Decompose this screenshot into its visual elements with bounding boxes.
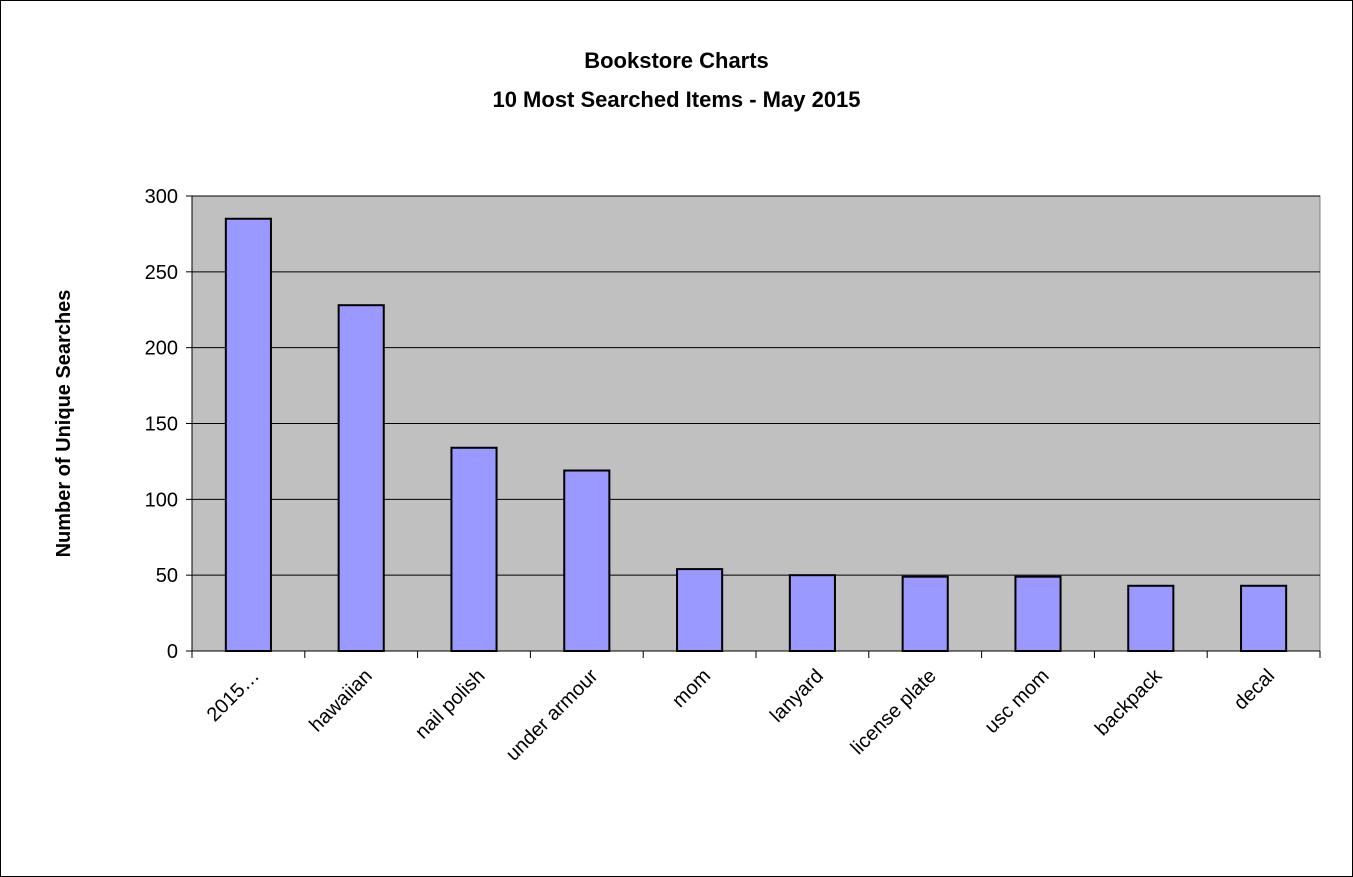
- x-tick-label: backpack: [1091, 664, 1167, 740]
- x-tick-label: nail polish: [411, 665, 489, 743]
- x-tick-label: 2015…: [203, 665, 264, 726]
- x-tick-label: decal: [1230, 665, 1279, 714]
- bar: [788, 574, 836, 653]
- y-tick-label: 300: [145, 186, 178, 208]
- bar: [676, 568, 724, 652]
- bar: [1240, 584, 1288, 652]
- y-tick-label: 200: [145, 338, 178, 360]
- bars: [224, 217, 1288, 653]
- x-tick-label: mom: [668, 665, 715, 712]
- bar: [450, 446, 498, 652]
- y-tick-label: 250: [145, 262, 178, 284]
- y-tick-label: 50: [156, 565, 178, 587]
- y-tick-label: 150: [145, 414, 178, 436]
- bar: [337, 304, 385, 652]
- bar: [563, 469, 611, 652]
- y-tick-label: 0: [167, 641, 178, 663]
- axes: [186, 195, 1321, 658]
- x-tick-label: license plate: [847, 665, 941, 759]
- x-tick-label: under armour: [502, 665, 603, 766]
- bar: [1014, 575, 1062, 653]
- x-tick-labels: 2015… hawaiian nail polish under armour mom l…: [203, 664, 1279, 765]
- y-tick-labels: 0 50 100 150 200 250 300: [145, 186, 178, 663]
- chart-title: Bookstore Charts: [584, 48, 769, 73]
- y-axis-label: Number of Unique Searches: [53, 290, 75, 558]
- x-tick-label: usc mom: [981, 665, 1054, 738]
- chart-subtitle: 10 Most Searched Items - May 2015: [492, 87, 861, 112]
- y-tick-label: 100: [145, 489, 178, 511]
- bar: [224, 217, 272, 652]
- x-tick-label: hawaiian: [305, 665, 376, 736]
- bar: [901, 575, 949, 653]
- x-tick-label: lanyard: [766, 665, 828, 727]
- bar: [1127, 584, 1175, 652]
